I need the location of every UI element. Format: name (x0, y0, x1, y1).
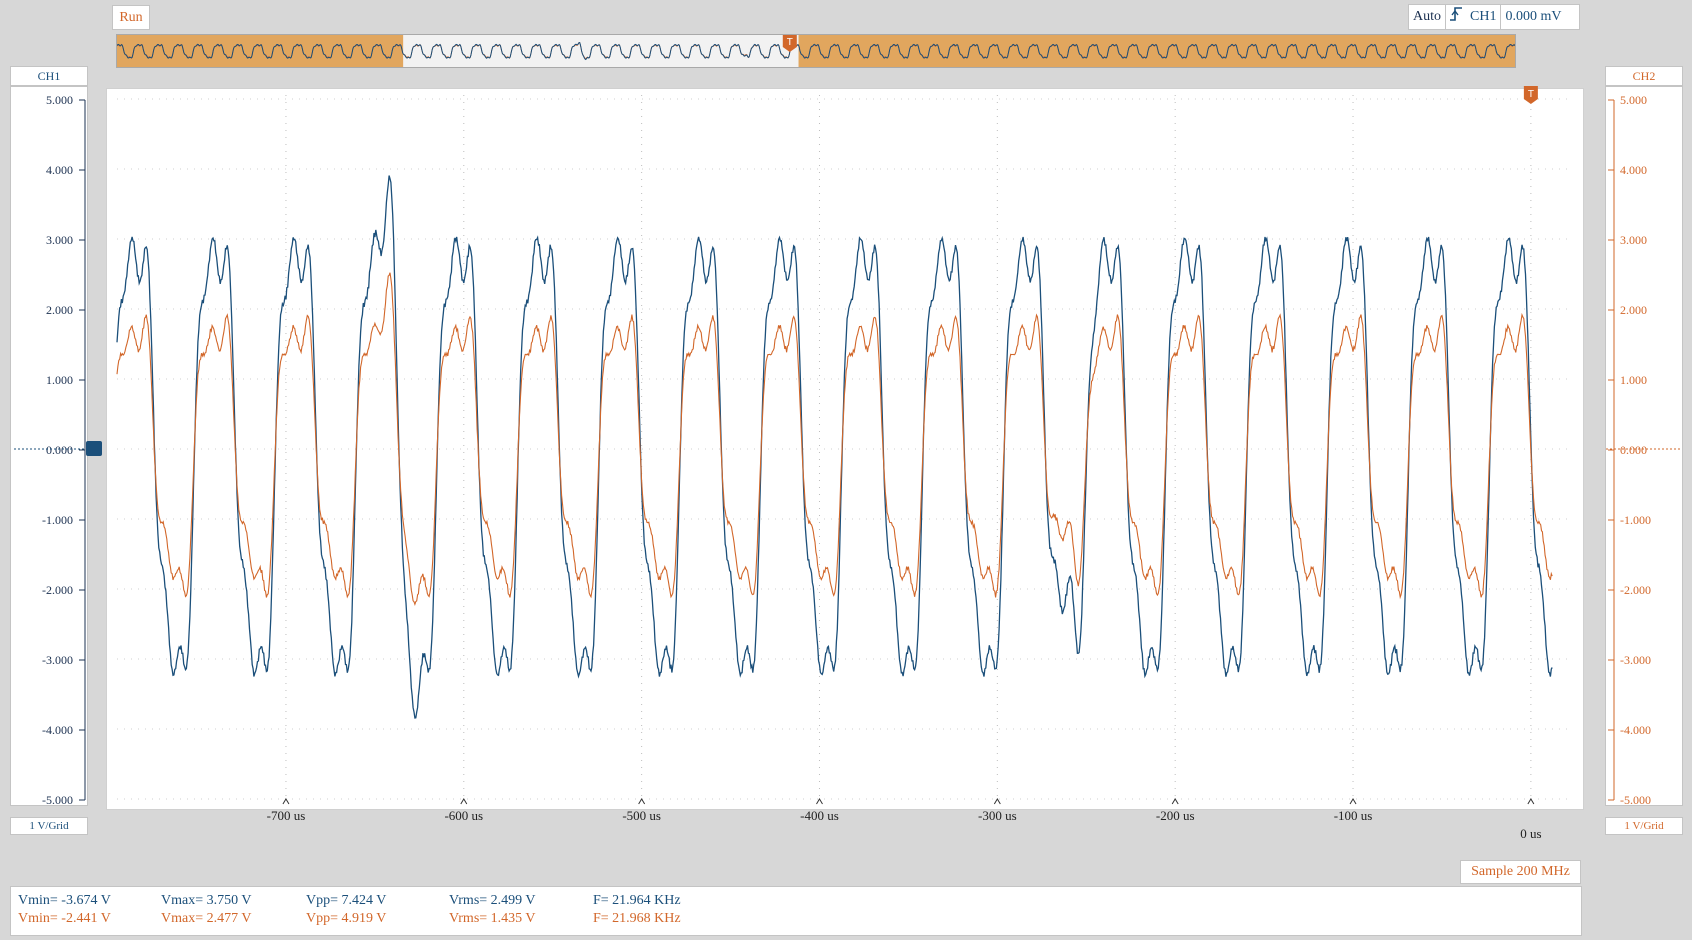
ch1-tick-label: 4.000 (46, 163, 73, 177)
ch2-tick-label: 3.000 (1620, 233, 1647, 247)
ch2-tick-label: -1.000 (1620, 513, 1651, 527)
ch1-tick-label: 3.000 (46, 233, 73, 247)
x-tick-label: -300 us (978, 808, 1017, 823)
x-tick-label: -700 us (267, 808, 306, 823)
ch1-label[interactable]: CH1 (10, 66, 88, 86)
ch2-tick-label: -4.000 (1620, 723, 1651, 737)
ch2-tick-label: 1.000 (1620, 373, 1647, 387)
x-tick-label: -600 us (444, 808, 483, 823)
sample-rate: Sample 200 MHz (1460, 860, 1581, 884)
ch2-label[interactable]: CH2 (1605, 66, 1683, 86)
ch1-y-axis: 5.000 4.000 3.000 2.000 1.000 0.000 -1.000 -2.0… (10, 86, 88, 806)
trigger-settings[interactable]: Auto CH1 0.000 mV (1408, 4, 1580, 30)
ch1-vmin: Vmin= -3.674 V (18, 893, 111, 908)
overview-shade-left (117, 35, 404, 67)
ch1-tick-label: -2.000 (42, 583, 73, 597)
ch2-tick-label: -3.000 (1620, 653, 1651, 667)
overview-shade-right (798, 35, 1515, 67)
ch1-tick-label: 0.000 (46, 443, 73, 457)
ch2-freq: F= 21.968 KHz (593, 911, 681, 926)
ch2-tick-label: 2.000 (1620, 303, 1647, 317)
ch1-tick-label: 5.000 (46, 93, 73, 107)
ch2-tick-label: -2.000 (1620, 583, 1651, 597)
ch1-tick-label: -5.000 (42, 793, 73, 805)
waveform-plot[interactable] (106, 88, 1584, 810)
ch1-vmax: Vmax= 3.750 V (161, 893, 252, 908)
ch2-tick-label: 5.000 (1620, 93, 1647, 107)
ch2-tick-label: -5.000 (1620, 793, 1651, 805)
overview-ch1-series (117, 42, 1515, 61)
x-tick-label: -500 us (622, 808, 661, 823)
ch1-tick-label: -3.000 (42, 653, 73, 667)
ch2-vmin: Vmin= -2.441 V (18, 911, 111, 926)
overview-trigger-icon (782, 35, 797, 52)
ch2-tick-label: 0.000 (1620, 443, 1647, 457)
ch1-tick-label: -4.000 (42, 723, 73, 737)
trigger-level[interactable]: 0.000 mV (1500, 5, 1565, 29)
overview-trigger-label: T (787, 37, 793, 48)
x-tick-label: -400 us (800, 808, 839, 823)
ch1-freq: F= 21.964 KHz (593, 893, 681, 908)
ch1-vrms: Vrms= 2.499 V (449, 893, 536, 908)
rising-edge-icon[interactable] (1445, 5, 1466, 29)
x-tick-label: -200 us (1156, 808, 1195, 823)
ch2-vmax: Vmax= 2.477 V (161, 911, 252, 926)
ch1-tick-label: 2.000 (46, 303, 73, 317)
trigger-mode[interactable]: Auto (1413, 9, 1441, 24)
ch2-vrms: Vrms= 1.435 V (449, 911, 536, 926)
waveform-overview[interactable]: T (116, 34, 1516, 68)
ch1-ground-marker (86, 441, 102, 456)
ch2-scale[interactable]: 1 V/Grid (1605, 817, 1683, 835)
ch2-tick-label: 4.000 (1620, 163, 1647, 177)
ch1-scale[interactable]: 1 V/Grid (10, 817, 88, 835)
ch1-vpp: Vpp= 7.424 V (306, 893, 387, 908)
ch2-measurements: Vmin= -2.441 V Vmax= 2.477 V Vpp= 4.919 … (11, 910, 1581, 928)
ch2-vpp: Vpp= 4.919 V (306, 911, 387, 926)
trigger-source[interactable]: CH1 (1470, 9, 1497, 24)
x-tick-label: -100 us (1334, 808, 1373, 823)
x-tick-label: 0 us (1520, 826, 1541, 841)
ch2-y-axis: 5.000 4.000 3.000 2.000 1.000 0.000 -1.000 -2.0… (1605, 86, 1683, 806)
ch1-measurements: Vmin= -3.674 V Vmax= 3.750 V Vpp= 7.424 … (11, 892, 1581, 910)
measurement-panel: Vmin= -3.674 V Vmax= 3.750 V Vpp= 7.424 … (10, 886, 1582, 936)
ch1-tick-label: -1.000 (42, 513, 73, 527)
overview-chart: T (117, 35, 1515, 67)
ch1-tick-label: 1.000 (46, 373, 73, 387)
run-status-button[interactable]: Run (112, 5, 150, 30)
